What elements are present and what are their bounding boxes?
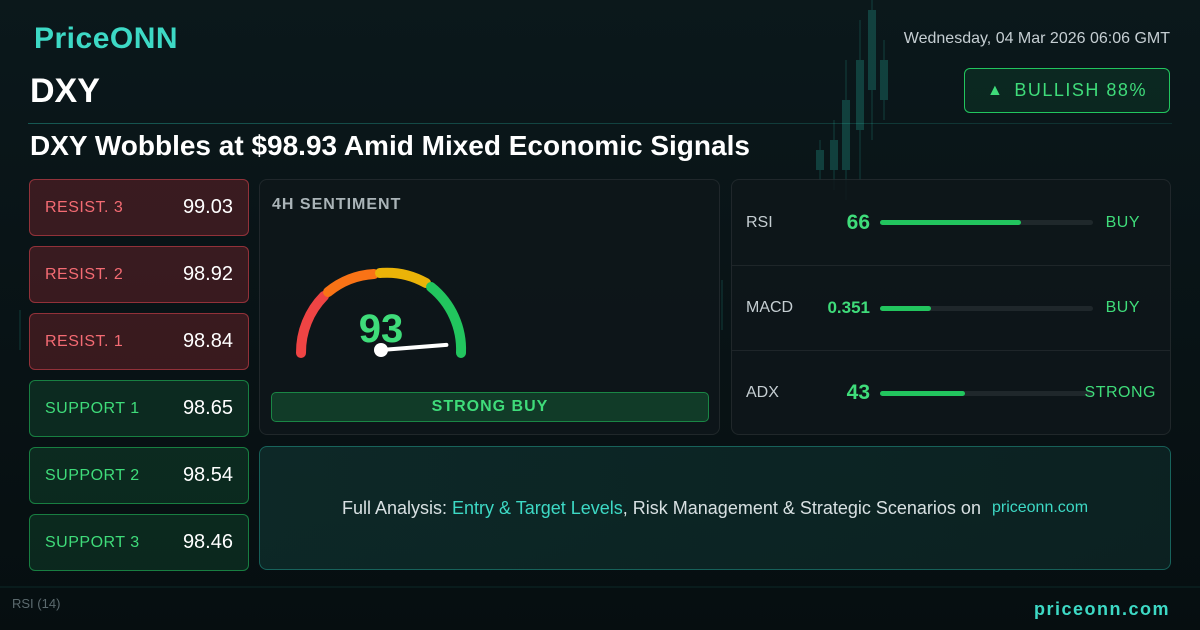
cta-site-link[interactable]: priceonn.com (991, 499, 1089, 516)
indicator-name: MACD (746, 299, 794, 316)
level-label: RESIST. 1 (45, 332, 124, 350)
gauge-segment-green (426, 282, 467, 358)
gauge-segment-yellow (375, 267, 431, 288)
indicator-signal: BUY (1105, 213, 1140, 231)
datetime: Wednesday, 04 Mar 2026 06:06 GMT (903, 30, 1170, 47)
level-label: RESIST. 3 (45, 198, 124, 216)
background-indicator-label: RSI (14) (12, 596, 61, 611)
cta-prefix: Full Analysis: (341, 497, 453, 518)
level-label: SUPPORT 2 (45, 466, 140, 484)
levels-list: RESIST. 3 99.03 RESIST. 2 98.92 RESIST. … (29, 179, 249, 581)
sentiment-panel: 4H SENTIMENT 93 STRONG BUY (259, 179, 720, 435)
indicator-bar (880, 390, 1093, 396)
full-analysis-banner[interactable]: Full Analysis: Entry & Target Levels, Ri… (259, 446, 1171, 570)
indicator-bar-fill (880, 305, 932, 311)
level-support-3: SUPPORT 3 98.46 (29, 514, 249, 571)
level-value: 98.65 (182, 397, 233, 419)
level-value: 99.03 (182, 196, 233, 218)
triangle-up-icon: ▲ (987, 81, 1005, 99)
gauge-needle (379, 342, 449, 352)
indicators-panel: RSI 66 BUY MACD 0.351 BUY ADX 43 STRONG (731, 179, 1171, 435)
indicator-value: 66 (846, 210, 870, 234)
indicator-adx: ADX 43 STRONG (732, 350, 1170, 435)
level-value: 98.54 (182, 464, 233, 486)
symbol-title: DXY (30, 72, 100, 110)
indicator-bar (880, 305, 1093, 311)
level-resist-2: RESIST. 2 98.92 (29, 246, 249, 303)
indicator-signal: BUY (1105, 299, 1140, 316)
indicator-bar-fill (880, 220, 1021, 225)
level-value: 98.92 (182, 263, 233, 285)
level-support-2: SUPPORT 2 98.54 (29, 447, 249, 504)
sentiment-gauge: 93 (295, 267, 467, 358)
footer-url[interactable]: priceonn.com (1033, 599, 1170, 619)
indicator-rsi: RSI 66 BUY (732, 180, 1170, 265)
gauge-segment-red (295, 291, 329, 358)
level-value: 98.84 (182, 330, 233, 352)
level-support-1: SUPPORT 1 98.65 (29, 380, 249, 437)
indicator-bar (880, 220, 1093, 225)
indicator-bar-fill (880, 390, 966, 396)
level-resist-1: RESIST. 1 98.84 (29, 313, 249, 370)
indicator-value: 43 (846, 381, 870, 404)
bullish-badge: ▲ BULLISH 88% (964, 68, 1170, 113)
indicator-name: RSI (746, 213, 773, 231)
indicator-name: ADX (746, 384, 779, 401)
indicator-macd: MACD 0.351 BUY (732, 265, 1170, 350)
level-label: SUPPORT 1 (45, 399, 140, 417)
headline: DXY Wobbles at $98.93 Amid Mixed Economi… (30, 130, 750, 161)
header-divider (28, 123, 1172, 124)
brand-logo[interactable]: PriceONN (34, 22, 179, 55)
cta-middle: , Risk Management & Strategic Scenarios … (622, 497, 986, 518)
level-label: SUPPORT 3 (45, 533, 140, 551)
indicator-signal: STRONG (1084, 384, 1156, 401)
gauge-needle-hub (374, 343, 388, 357)
sentiment-title: 4H SENTIMENT (272, 196, 402, 213)
level-value: 98.46 (182, 531, 233, 553)
cta-highlight: Entry & Target Levels (452, 497, 623, 518)
bullish-badge-label: BULLISH 88% (1014, 80, 1147, 100)
sentiment-verdict: STRONG BUY (271, 392, 709, 422)
level-resist-3: RESIST. 3 99.03 (29, 179, 249, 236)
level-label: RESIST. 2 (45, 265, 124, 283)
indicator-value: 0.351 (827, 298, 870, 317)
gauge-segment-orange (323, 269, 379, 297)
